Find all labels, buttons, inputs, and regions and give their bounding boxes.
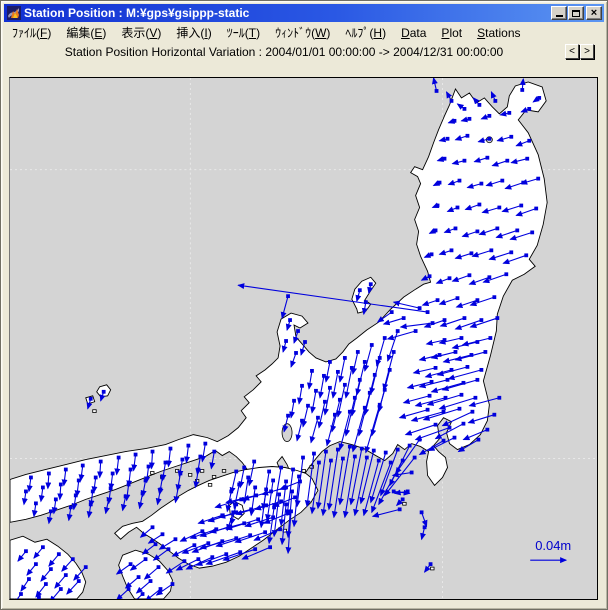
vector-layer <box>12 78 542 599</box>
kyushu-main <box>10 535 87 599</box>
menu-item-v[interactable]: 表示(V) <box>121 26 162 40</box>
menu-item-t[interactable]: ﾂｰﾙ(T) <box>226 26 261 40</box>
menu-item-stations[interactable]: Stations <box>477 25 521 40</box>
islet <box>402 501 407 506</box>
minimize-icon <box>555 15 563 17</box>
menu-item-data[interactable]: Data <box>401 25 427 40</box>
app-icon <box>7 6 21 20</box>
close-button[interactable]: × <box>586 6 602 20</box>
islet <box>92 409 97 413</box>
menu-item-i[interactable]: 挿入(I) <box>176 26 212 40</box>
islet <box>175 469 180 473</box>
islet <box>207 483 213 487</box>
prev-button[interactable]: < <box>565 44 579 59</box>
honshu <box>10 81 548 523</box>
title-bar: Station Position : M:¥gps¥gsippp-static … <box>4 4 604 22</box>
close-icon: × <box>590 7 598 19</box>
menu-bar: ﾌｧｲﾙ(F) 編集(E) 表示(V) 挿入(I) ﾂｰﾙ(T) ｳｨﾝﾄﾞｳ(W) ﾍﾙﾌ… <box>5 24 603 41</box>
next-button[interactable]: > <box>580 44 594 59</box>
nav-buttons: < > <box>564 44 594 59</box>
maximize-button[interactable] <box>568 6 584 20</box>
maximize-icon <box>572 10 580 17</box>
menu-item-plot[interactable]: Plot <box>441 25 463 40</box>
scale-bar: 0.04m <box>530 538 571 564</box>
islet <box>301 469 306 473</box>
menu-item-f[interactable]: ﾌｧｲﾙ(F) <box>12 26 52 40</box>
station-vector-map: 0.04m <box>10 78 597 599</box>
islet <box>199 469 205 473</box>
menu-item-h[interactable]: ﾍﾙﾌﾟ(H) <box>345 26 387 40</box>
scale-label: 0.04m <box>535 538 571 553</box>
islet <box>150 471 155 475</box>
islet <box>221 469 227 473</box>
islet <box>211 475 217 479</box>
menu-item-e[interactable]: 編集(E) <box>66 26 107 40</box>
islet <box>430 566 435 571</box>
minimize-button[interactable] <box>551 6 567 20</box>
plot-subtitle: Station Position Horizontal Variation : … <box>64 45 504 59</box>
islet <box>187 473 193 477</box>
subtitle-row: Station Position Horizontal Variation : … <box>4 42 604 62</box>
map-area: 0.04m <box>9 77 598 600</box>
lake-biwa <box>281 423 293 443</box>
window-controls: × <box>550 6 602 20</box>
menu-item-w[interactable]: ｳｨﾝﾄﾞｳ(W) <box>275 26 331 40</box>
coastline-layer <box>10 81 548 599</box>
window-title: Station Position : M:¥gps¥gsippp-static <box>24 6 250 20</box>
